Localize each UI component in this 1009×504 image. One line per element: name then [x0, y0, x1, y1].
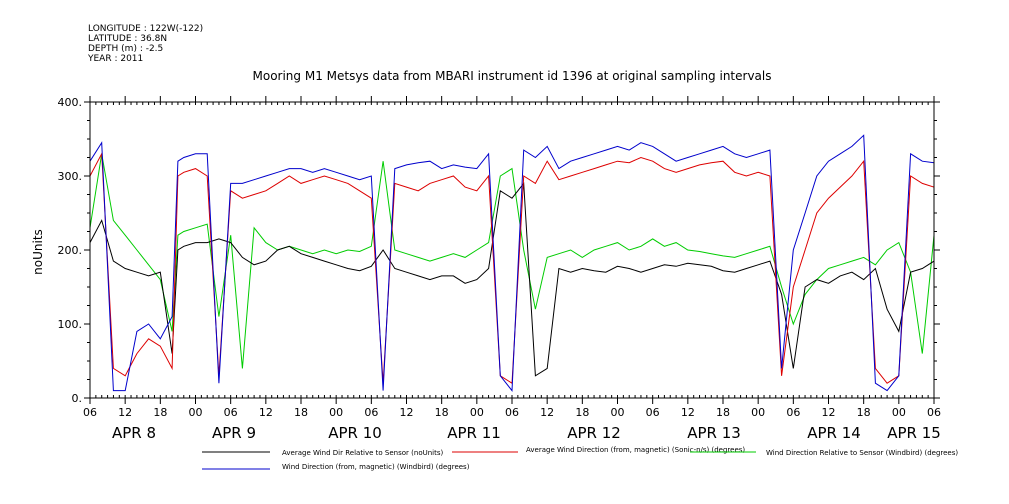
x-tick-label: 00 — [470, 406, 484, 419]
x-tick-label: 18 — [575, 406, 589, 419]
x-tick-label: 00 — [611, 406, 625, 419]
day-label: APR 11 — [447, 424, 501, 442]
series-line-3 — [90, 134, 934, 392]
x-tick-label: 06 — [364, 406, 378, 419]
x-tick-label: 06 — [83, 406, 97, 419]
y-tick-label: 0. — [72, 392, 83, 405]
x-tick-label: 12 — [400, 406, 414, 419]
day-label: APR 12 — [567, 424, 621, 442]
chart-title: Mooring M1 Metsys data from MBARI instru… — [253, 69, 772, 83]
x-tick-label: 00 — [189, 406, 203, 419]
meta-line-longitude: LONGITUDE : 122W(-122) — [88, 24, 203, 34]
plot-area — [90, 134, 934, 392]
y-tick-label: 300. — [58, 170, 83, 183]
meta-line-latitude: LATITUDE : 36.8N — [88, 34, 167, 44]
legend-label-3: Wind Direction (from, magnetic) (Windbir… — [282, 463, 470, 471]
day-label: APR 9 — [212, 424, 256, 442]
x-tick-label: 12 — [822, 406, 836, 419]
x-tick-label: 06 — [505, 406, 519, 419]
axes: 0. 100. 200. 300. 400. 06 12 18 00 06 12 18 00 06 12 18… — [58, 96, 941, 442]
legend-label-2: Wind Direction Relative to Sensor (Windb… — [766, 449, 958, 457]
series-line-0 — [90, 182, 934, 377]
x-tick-label: 18 — [857, 406, 871, 419]
x-tick-label: 18 — [153, 406, 167, 419]
x-tick-label: 00 — [751, 406, 765, 419]
legend-label-0: Average Wind Dir Relative to Sensor (noU… — [282, 449, 443, 457]
x-tick-label: 06 — [224, 406, 238, 419]
y-tick-label: 200. — [58, 244, 83, 257]
x-tick-label: 18 — [716, 406, 730, 419]
meta-line-year: YEAR : 2011 — [87, 54, 143, 64]
day-label: APR 15 — [887, 424, 941, 442]
x-tick-label: 00 — [329, 406, 343, 419]
meta-line-depth: DEPTH (m) : -2.5 — [88, 44, 163, 54]
metadata-block: LONGITUDE : 122W(-122) LATITUDE : 36.8N … — [87, 24, 203, 64]
legend: Average Wind Dir Relative to Sensor (noU… — [202, 446, 958, 471]
day-label: APR 10 — [328, 424, 382, 442]
x-tick-label: 12 — [259, 406, 273, 419]
x-tick-label: 06 — [646, 406, 660, 419]
y-axis-label: noUnits — [31, 229, 45, 275]
plot-frame — [89, 101, 935, 399]
x-tick-label: 12 — [681, 406, 695, 419]
series-line-2 — [90, 153, 934, 369]
legend-label-1: Average Wind Direction (from, magnetic) … — [526, 446, 745, 454]
x-tick-label: 18 — [294, 406, 308, 419]
y-tick-label: 100. — [58, 318, 83, 331]
x-tick-label: 00 — [892, 406, 906, 419]
x-tick-label: 06 — [786, 406, 800, 419]
y-tick-label: 400. — [58, 96, 83, 109]
day-label: APR 14 — [807, 424, 861, 442]
day-label: APR 8 — [112, 424, 156, 442]
x-tick-label: 06 — [927, 406, 941, 419]
x-tick-label: 12 — [118, 406, 132, 419]
x-tick-label: 12 — [540, 406, 554, 419]
x-tick-label: 18 — [435, 406, 449, 419]
day-label: APR 13 — [687, 424, 741, 442]
